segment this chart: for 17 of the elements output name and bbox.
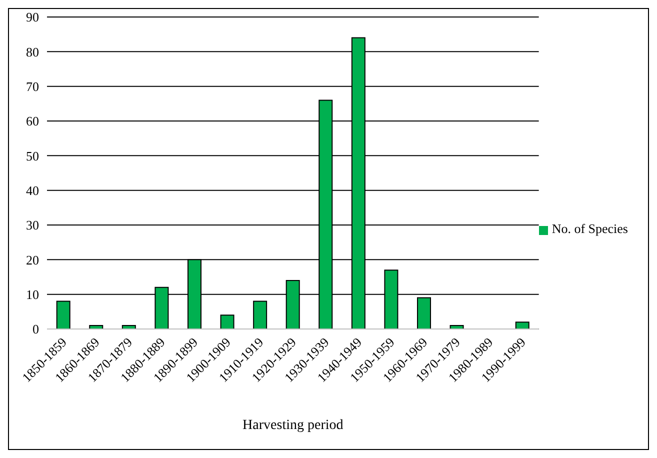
y-tick-label: 90 — [26, 10, 39, 25]
y-tick-label: 40 — [26, 182, 39, 198]
bar — [417, 297, 431, 329]
y-tick-label: 30 — [26, 218, 39, 233]
legend-label: No. of Species — [552, 221, 628, 236]
bar — [220, 314, 234, 329]
y-tick-label: 50 — [26, 148, 39, 164]
y-tick-label: 80 — [26, 44, 39, 60]
y-tick-label: 60 — [26, 114, 39, 129]
x-axis-title: Harvesting period — [242, 418, 344, 433]
y-tick-label: 0 — [32, 322, 39, 337]
bar — [56, 300, 70, 329]
y-tick-label: 20 — [26, 252, 39, 268]
bar — [253, 300, 268, 329]
y-tick-label: 10 — [26, 286, 39, 302]
bar — [515, 322, 530, 329]
y-tick-label: 70 — [26, 78, 39, 94]
